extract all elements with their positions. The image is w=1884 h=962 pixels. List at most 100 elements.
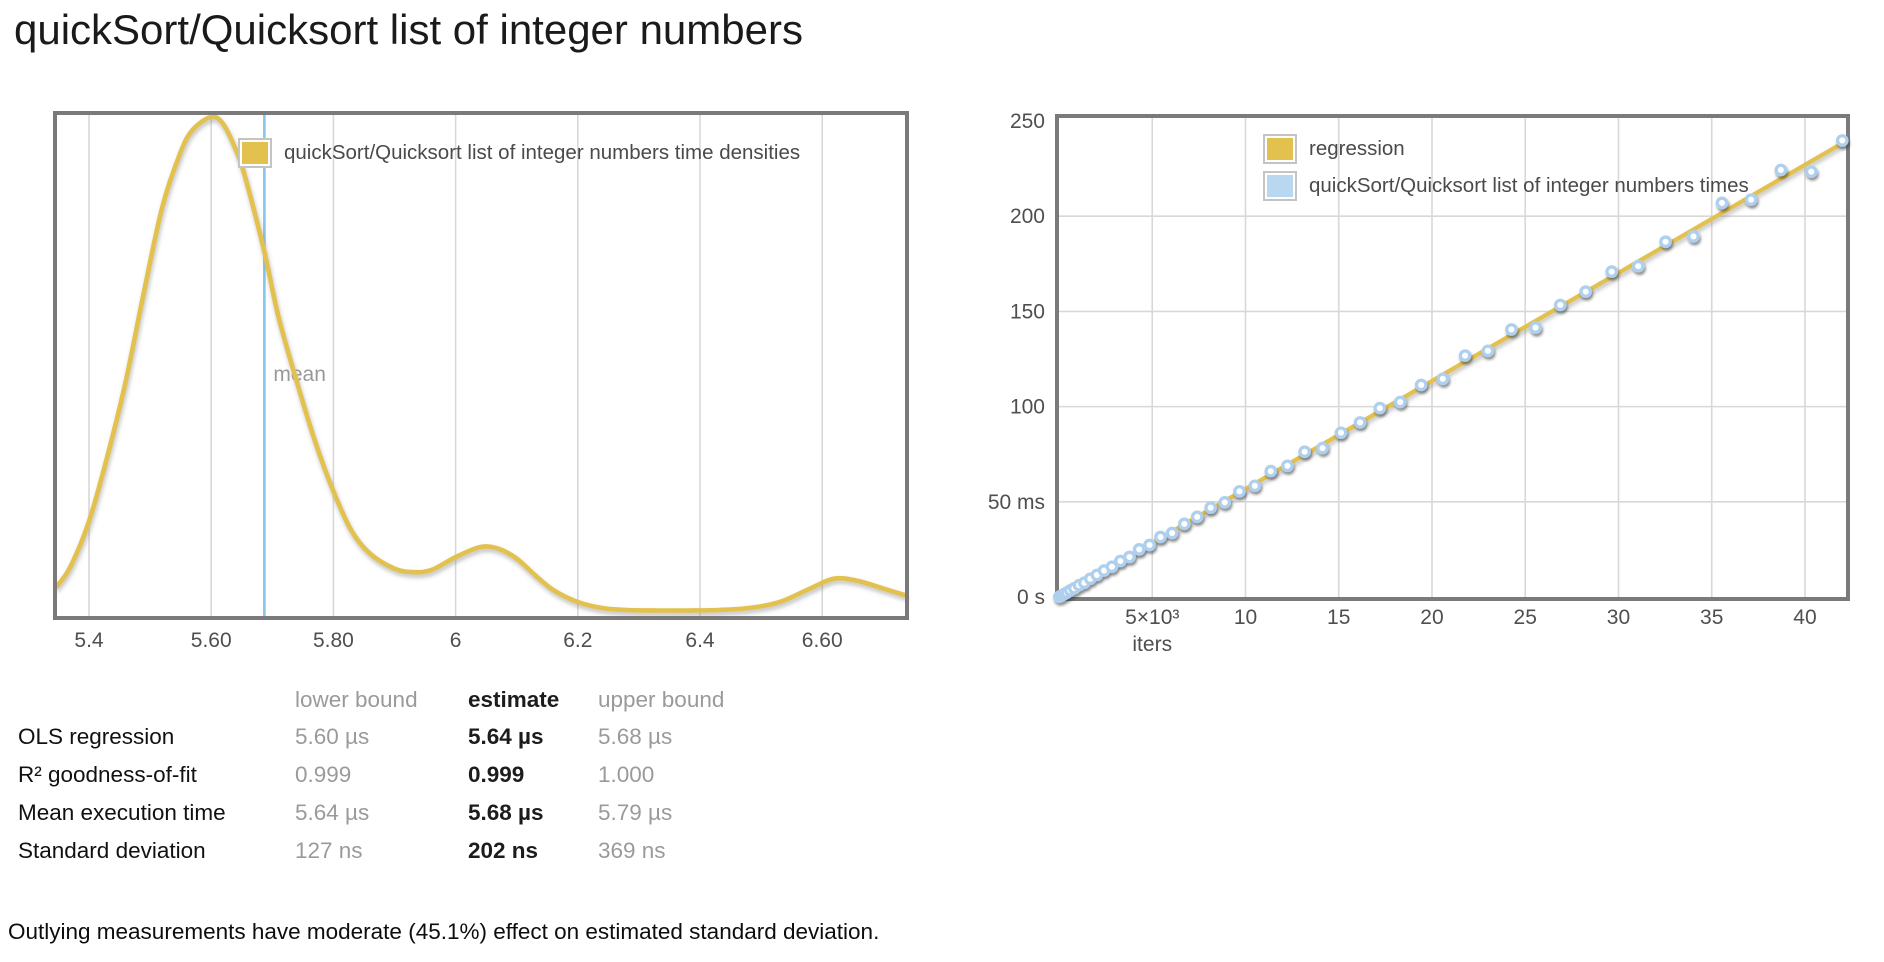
sample-point <box>1298 445 1311 459</box>
sample-point <box>1436 372 1450 386</box>
row-label-stddev: Standard deviation <box>18 838 206 863</box>
col-header-upper-bound: upper bound <box>598 687 725 712</box>
sample-point <box>1177 517 1191 531</box>
sample-point <box>1481 344 1495 358</box>
col-header-estimate: estimate <box>468 687 560 712</box>
x-tick-label: 10 <box>1234 606 1257 629</box>
x-tick-label: 40 <box>1793 606 1816 629</box>
x-tick-label: 35 <box>1700 606 1723 629</box>
regression-line-swatch <box>1263 134 1297 164</box>
sample-point <box>1132 543 1146 556</box>
sample-point <box>1804 165 1818 179</box>
regression-plot: 0 s 50 ms 100 150 200 250 5×10³ 10 15 20 25 30 35 40 i… <box>988 110 1850 656</box>
row-label-r2: R² goodness-of-fit <box>18 762 197 787</box>
x-tick-label: 6.2 <box>563 629 592 652</box>
sample-point <box>1744 193 1758 207</box>
outlier-note: Outlying measurements have moderate (45.… <box>8 918 880 944</box>
y-tick-label: 100 <box>1010 396 1045 419</box>
times-swatch <box>1263 171 1297 201</box>
density-curve <box>54 114 907 613</box>
sample-point <box>1248 479 1262 493</box>
mean-estimate: 5.68 µs <box>468 800 544 825</box>
x-tick-label: 5.60 <box>191 629 232 652</box>
x-tick-label: 6.60 <box>802 629 843 652</box>
col-header-lower-bound: lower bound <box>295 687 418 712</box>
ols-upper: 5.68 µs <box>598 724 673 749</box>
x-axis-label: iters <box>1132 633 1172 656</box>
sample-point <box>1123 550 1136 564</box>
sample-point <box>1505 323 1518 336</box>
mean-upper: 5.79 µs <box>598 800 673 825</box>
x-tick-label: 5×10³ <box>1125 606 1179 629</box>
r2-estimate: 0.999 <box>468 762 525 787</box>
ols-lower: 5.60 µs <box>295 724 370 749</box>
mean-lower: 5.64 µs <box>295 800 370 825</box>
regression-legend-row: regression <box>1263 134 1749 164</box>
sample-point <box>1281 459 1294 473</box>
x-tick-label: 5.4 <box>74 629 104 652</box>
r2-upper: 1.000 <box>598 762 655 787</box>
stats-corner-cell <box>18 682 295 718</box>
y-tick-label: 250 <box>1010 110 1045 133</box>
x-tick-label: 25 <box>1514 606 1537 629</box>
density-legend: quickSort/Quicksort list of integer numb… <box>238 138 800 168</box>
stddev-estimate: 202 ns <box>468 838 539 863</box>
x-tick-label: 6 <box>450 629 462 652</box>
sample-point <box>1190 510 1204 524</box>
stddev-lower: 127 ns <box>295 838 363 863</box>
regression-line <box>1057 139 1848 599</box>
sample-point <box>1579 285 1593 298</box>
mean-label: mean <box>273 363 326 386</box>
sample-point <box>1204 501 1217 515</box>
density-legend-label: quickSort/Quicksort list of integer numb… <box>284 141 801 164</box>
sample-point <box>1373 401 1387 415</box>
sample-point <box>1154 530 1167 544</box>
stddev-upper: 369 ns <box>598 838 666 863</box>
sample-point <box>1715 196 1729 210</box>
times-legend-label: quickSort/Quicksort list of integer numb… <box>1309 174 1749 197</box>
sample-point <box>1631 259 1645 273</box>
sample-point <box>1165 526 1179 540</box>
sample-point <box>1353 416 1367 429</box>
x-tick-label: 6.4 <box>685 629 715 652</box>
plot-border <box>53 111 909 620</box>
row-label-ols: OLS regression <box>18 724 175 749</box>
sample-point <box>1529 321 1542 334</box>
sample-point <box>1414 378 1428 392</box>
sample-point <box>1774 163 1788 177</box>
x-tick-label: 30 <box>1607 606 1630 629</box>
y-tick-label: 50 ms <box>988 491 1045 514</box>
density-plot: mean 5.4 5.60 5.80 6 6.2 6.4 6.60 <box>53 111 909 652</box>
sample-point <box>1687 230 1700 243</box>
x-tick-label: 5.80 <box>313 629 354 652</box>
ols-estimate: 5.64 µs <box>468 724 544 749</box>
sample-point <box>1393 395 1407 409</box>
sample-point <box>1659 235 1672 249</box>
sample-point <box>1605 265 1619 278</box>
sample-point <box>1264 464 1278 478</box>
page-title: quickSort/Quicksort list of integer numb… <box>14 6 803 53</box>
x-tick-label: 20 <box>1420 606 1443 629</box>
density-legend-swatch <box>238 138 272 168</box>
sample-point <box>1316 441 1329 455</box>
x-tick-label: 15 <box>1327 606 1350 629</box>
sample-point <box>1143 538 1156 552</box>
regression-legend: regression quickSort/Quicksort list of i… <box>1263 134 1749 201</box>
y-tick-label: 200 <box>1010 205 1045 228</box>
r2-lower: 0.999 <box>295 762 352 787</box>
times-legend-row: quickSort/Quicksort list of integer numb… <box>1263 171 1749 201</box>
sample-point <box>1458 349 1472 362</box>
sample-points <box>1052 134 1849 604</box>
sample-point <box>1218 496 1232 509</box>
sample-point <box>1233 484 1246 498</box>
sample-point <box>1334 426 1348 440</box>
sample-point <box>1105 560 1119 574</box>
sample-point <box>1835 134 1849 147</box>
stats-table: lower bound estimate upper bound OLS reg… <box>18 682 798 870</box>
sample-point <box>1553 298 1567 312</box>
plot-border <box>1055 114 1850 601</box>
row-label-mean: Mean execution time <box>18 800 226 825</box>
y-tick-label: 0 s <box>1017 586 1045 609</box>
